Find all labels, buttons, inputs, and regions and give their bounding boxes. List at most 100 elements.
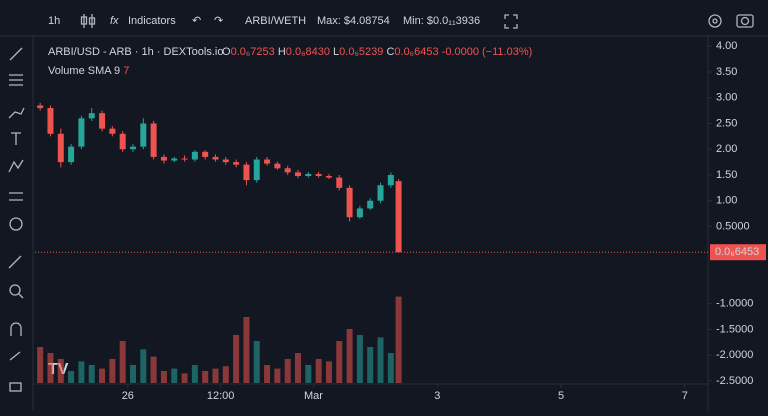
volume-bar [109,359,116,383]
volume-bar [37,347,44,383]
candle-body [119,133,126,150]
volume-bar [377,337,384,383]
y-tick-label: -2.0000 [716,349,753,361]
candle-body [295,172,302,176]
candle-body [129,146,136,150]
ohlc-value: 0.0₆8430 [286,46,330,58]
candle-body [284,168,291,173]
volume-bar [395,296,402,383]
candle-body [356,208,363,218]
candle-body [57,133,64,163]
volume-bar [274,368,281,383]
candle-body [160,156,167,161]
redo-icon[interactable]: ↷ [214,15,223,27]
candle-body [325,176,332,178]
volume-bar [68,371,75,383]
legend-ohlc: O0.0₆7253 H0.0₆8430 L0.0₆5239 C0.0₆6453 … [222,46,532,58]
last-price-label: 0.0₆6453 [715,246,759,258]
settings-icon[interactable] [708,14,722,28]
candle-body [140,123,147,147]
candle-body [367,200,374,209]
y-tick-label: 0.5000 [716,220,750,232]
candle-body [336,177,343,188]
volume-label: Volume SMA 9 [48,65,120,77]
volume-bar [336,341,343,383]
volume-bar [78,361,85,383]
min-label: Min: $0.0₁₁3936 [403,15,480,27]
x-tick-label: 3 [434,390,440,402]
candle-body [47,108,54,134]
candle-body [150,123,157,157]
fullscreen-icon[interactable] [504,14,518,29]
candle-type-icon[interactable] [80,14,96,28]
volume-bar [233,335,240,383]
indicators-button[interactable]: Indicators [128,15,176,27]
drawing-tools[interactable] [8,47,25,392]
ohlc-change: -0.0000 (−11.03%) [442,46,533,58]
volume-bar [181,373,188,383]
volume-bar [356,335,363,383]
camera-icon[interactable] [736,14,754,28]
y-tick-label: 1.00 [716,195,737,207]
legend-volume: Volume SMA 9 7 [48,65,129,77]
y-tick-label: 3.00 [716,92,737,104]
ohlc-value: 0.0₆6453 [394,46,438,58]
volume-bar [140,349,147,383]
volume-bar [171,368,178,383]
volume-bar [222,366,229,383]
candle-body [253,159,260,181]
candle-body [243,164,250,181]
volume-bar [202,371,209,383]
volume-bar [129,365,136,383]
max-label: Max: $4.08754 [317,15,390,27]
candle-body [315,173,322,176]
candle-body [37,105,44,109]
volume-bar [99,368,106,383]
legend-symbol: ARBI/USD - ARB · 1h · DEXTools.io [48,46,223,58]
candle-body [68,146,75,163]
volume-bar [295,353,302,383]
ohlc-key: C [386,46,394,58]
volume-bar [325,361,332,383]
y-tick-label: -1.5000 [716,323,753,335]
volume-bar [346,329,353,383]
candle-body [171,158,178,161]
candle-body [233,162,240,165]
volume-bar [253,341,260,383]
candle-body [305,173,312,176]
x-tick-label: Mar [304,390,323,402]
volume-bar [160,371,167,383]
candle-body [202,151,209,157]
volume-bar [315,359,322,383]
fx-icon[interactable]: fx [110,15,119,27]
y-tick-label: 1.50 [716,169,737,181]
ohlc-value: 0.0₆5239 [339,46,383,58]
volume-bar [305,365,312,383]
volume-bar [284,359,291,383]
y-tick-label: 4.00 [716,40,737,52]
undo-icon[interactable]: ↶ [192,15,201,27]
x-tick-label: 26 [122,390,134,402]
candle-body [88,113,95,119]
y-tick-label: -1.0000 [716,298,753,310]
volume-bar [264,365,271,383]
ohlc-value: 0.0₆7253 [231,46,275,58]
candle-body [99,113,106,129]
volume-bar [367,347,374,383]
last-price-box [710,244,766,261]
volume-bar [191,365,198,383]
candle-body [78,118,85,147]
candle-body [222,159,229,163]
candle-body [377,185,384,201]
candle-body [264,159,271,164]
volume-value: 7 [123,65,129,77]
candle-body [274,163,281,169]
y-tick-label: 2.00 [716,143,737,155]
volume-bar [387,353,394,383]
interval-button[interactable]: 1h [48,15,60,27]
y-tick-label: -2.5000 [716,375,753,387]
y-tick-label: 2.50 [716,117,737,129]
volume-bar [150,356,157,383]
volume-bar [119,341,126,383]
